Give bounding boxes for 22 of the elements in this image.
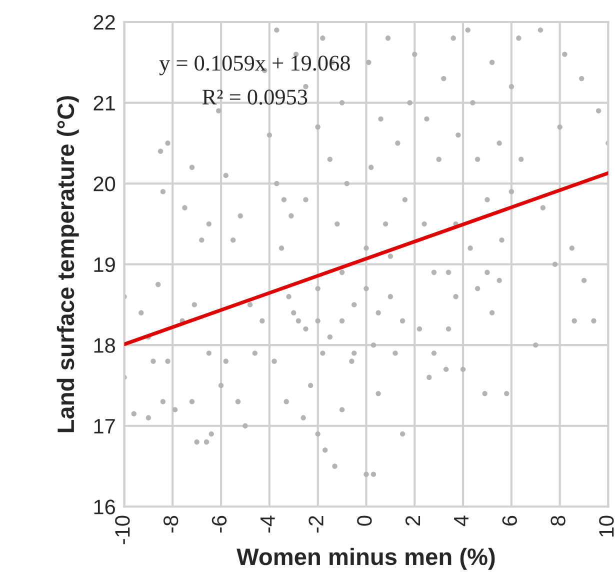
x-tick-label: -8 — [163, 516, 178, 533]
y-tick-label: 16 — [94, 500, 115, 514]
x-tick-label: 4 — [454, 516, 468, 526]
x-tick-label: 6 — [502, 516, 518, 526]
y-axis-title: Land surface temperature (°C) — [56, 96, 79, 432]
y-tick-label: 22 — [94, 15, 115, 30]
x-tick-label: -10 — [115, 516, 130, 544]
annotation: y = 0.1059x + 19.068 — [159, 56, 350, 76]
y-tick-label: 21 — [94, 96, 115, 110]
x-tick-label: 10 — [599, 516, 614, 537]
annotation: R² = 0.0953 — [202, 90, 308, 105]
x-tick-label: -2 — [308, 516, 324, 533]
x-tick-label: 2 — [405, 516, 420, 526]
y-tick-label: 20 — [94, 176, 116, 192]
x-tick-label: 0 — [357, 516, 372, 526]
y-tick-label: 19 — [94, 257, 115, 272]
x-axis-title: Women minus men (%) — [236, 548, 495, 570]
x-tick-label: -6 — [212, 516, 227, 533]
y-tick-label: 18 — [94, 338, 115, 353]
x-tick-label: 8 — [550, 516, 566, 526]
x-tick-label: -4 — [260, 516, 275, 533]
y-tick-label: 17 — [94, 419, 115, 434]
